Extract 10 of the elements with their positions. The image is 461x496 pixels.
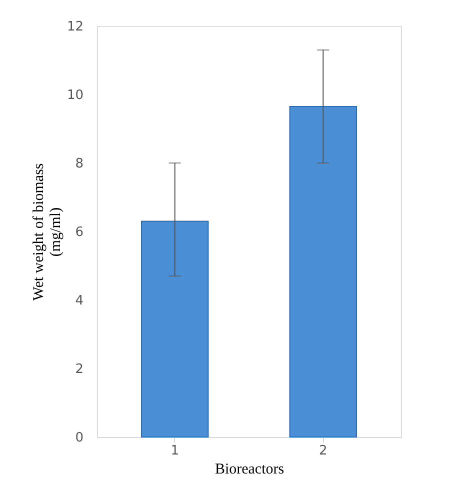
y-tick-label: 10: [66, 88, 84, 103]
x-tick-label: 1: [170, 444, 179, 458]
y-tick-label: 4: [75, 294, 84, 308]
y-tick-label: 2: [75, 362, 84, 377]
y-tick-label: 12: [66, 20, 84, 34]
y-tick-label: 0: [75, 430, 84, 446]
y-axis-title: Wet weight of biomass (mg/ml): [30, 163, 64, 301]
y-tick-label: 6: [75, 225, 84, 240]
x-axis-title: Bioreactors: [214, 462, 284, 478]
y-tick-label: 8: [75, 156, 84, 172]
